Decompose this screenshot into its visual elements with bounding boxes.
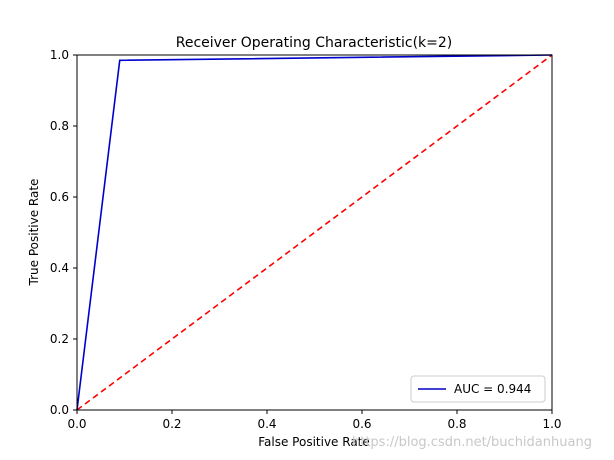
x-tick-label: 0.8 (447, 417, 466, 431)
x-tick-label: 0.0 (67, 417, 86, 431)
y-tick-label: 0.6 (50, 190, 69, 204)
x-tick-label: 1.0 (542, 417, 561, 431)
y-tick-label: 0.2 (50, 332, 69, 346)
chart-title: Receiver Operating Characteristic(k=2) (176, 35, 453, 51)
reference-diagonal-line (76, 54, 553, 411)
legend-entry-roc: AUC = 0.944 (454, 382, 531, 396)
axes-frame (76, 54, 553, 411)
roc-curve-line (76, 54, 553, 411)
y-tick-label: 1.0 (50, 48, 69, 62)
x-tick-label: 0.6 (352, 417, 371, 431)
watermark: https://blog.csdn.net/buchidanhuang (352, 435, 592, 450)
y-axis-label: True Positive Rate (27, 179, 41, 287)
y-tick-label: 0.0 (50, 403, 69, 417)
x-axis: 0.0 0.2 0.4 0.6 0.8 1.0 (67, 410, 562, 431)
y-tick-label: 0.4 (50, 261, 69, 275)
y-axis: 0.0 0.2 0.4 0.6 0.8 1.0 (50, 48, 77, 417)
legend-box (410, 375, 546, 403)
x-tick-label: 0.4 (257, 417, 276, 431)
plot-area (76, 54, 553, 411)
x-axis-label: False Positive Rate (258, 435, 370, 449)
legend: AUC = 0.944 (410, 375, 546, 403)
y-tick-label: 0.8 (50, 119, 69, 133)
x-tick-label: 0.2 (162, 417, 181, 431)
